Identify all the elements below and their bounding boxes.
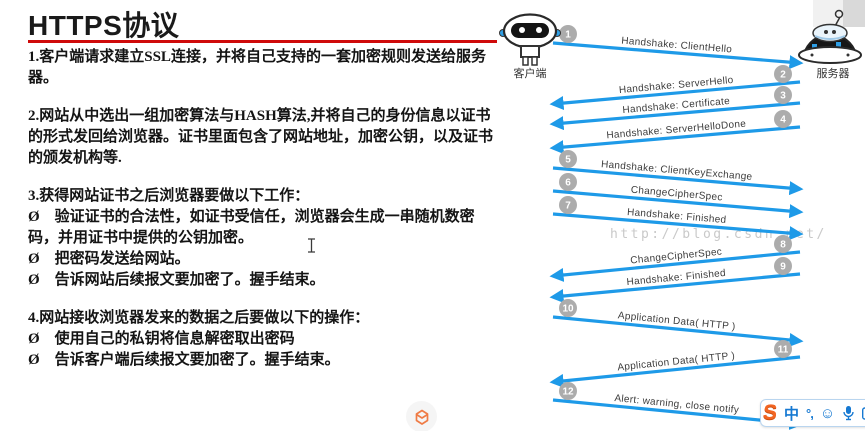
page-title: HTTPS协议 — [28, 10, 180, 41]
step-number: 1 — [565, 30, 571, 41]
message-arrow-2 — [549, 80, 801, 111]
message-arrow-1 — [552, 41, 804, 70]
text-line: 2.网站从中选出一组加密算法与HASH算法,并将自己的身份信息以证书的形式发回给… — [28, 108, 494, 166]
message-arrow-5 — [552, 166, 804, 196]
step-number: 3 — [780, 91, 786, 102]
microphone-icon[interactable] — [842, 405, 855, 421]
window-corner-gray — [843, 0, 865, 27]
text-line: 3.获得网站证书之后浏览器要做以下工作： — [28, 188, 310, 204]
paragraph: 4.网站接收浏览器发来的数据之后要做以下的操作： Ø 使用自己的私钥将信息解密取出… — [28, 308, 494, 371]
paragraph: 2.网站从中选出一组加密算法与HASH算法,并将自己的身份信息以证书的形式发回给… — [28, 106, 494, 169]
step-number: 8 — [780, 240, 786, 251]
step-number: 4 — [780, 115, 786, 126]
ime-language-mode-button[interactable]: 中 — [784, 405, 800, 423]
article-text: 1.客户端请求建立SSL连接，并将自己支持的一套加密规则发送给服务器。 2.网站从… — [28, 47, 494, 388]
step-number: 12 — [562, 387, 574, 398]
message-arrow-9 — [549, 272, 801, 304]
step-number: 9 — [780, 262, 786, 273]
step-number: 2 — [780, 70, 786, 81]
message-arrow-8 — [549, 250, 801, 282]
text-line: Ø 告诉客户端后续报文要加密了。握手结束。 — [28, 352, 340, 368]
step-badge — [559, 25, 577, 43]
emoji-button[interactable]: ☺ — [819, 404, 836, 422]
ime-toolbar: S 中 °, ☺ — [760, 399, 865, 427]
step-number: 6 — [565, 178, 571, 189]
step-badge — [559, 299, 577, 317]
message-arrow-10 — [552, 315, 804, 347]
step-badge — [559, 173, 577, 191]
text-line: Ø 验证证书的合法性，如证书受信任，浏览器会生成一串随机数密码，并用证书中提供的… — [28, 209, 475, 246]
sogou-logo-icon[interactable]: S — [761, 401, 779, 424]
title-divider — [28, 40, 497, 43]
step-badge — [559, 196, 577, 214]
step-badge — [774, 340, 792, 358]
text-line: 1.客户端请求建立SSL连接，并将自己支持的一套加密规则发送给服务器。 — [28, 49, 486, 86]
ime-punctuation-button[interactable]: °, — [806, 405, 814, 421]
floating-app-button[interactable] — [406, 401, 437, 431]
step-badge — [774, 110, 792, 128]
step-number: 5 — [565, 155, 571, 166]
text-line: 4.网站接收浏览器发来的数据之后要做以下的操作： — [28, 310, 370, 326]
step-badge — [774, 65, 792, 83]
text-line: Ø 告诉网站后续报文要加密了。握手结束。 — [28, 272, 325, 288]
text-line: Ø 把密码发送给网站。 — [28, 251, 190, 267]
message-arrow-11 — [549, 355, 801, 388]
step-number: 10 — [562, 304, 574, 315]
step-number: 7 — [565, 201, 571, 212]
message-arrow-3 — [549, 101, 801, 131]
cube-logo-icon — [415, 409, 428, 425]
message-arrow-7 — [552, 212, 804, 241]
step-badge — [559, 150, 577, 168]
client-label: 客户端 — [514, 66, 547, 80]
message-arrow-4 — [549, 125, 801, 155]
text-line: Ø 使用自己的私钥将信息解密取出密码 — [28, 331, 295, 347]
window-corner-light — [813, 0, 843, 27]
message-arrow-6 — [552, 189, 804, 219]
message-arrow-12 — [552, 398, 804, 430]
text-cursor-ibeam — [308, 238, 315, 253]
paragraph: 3.获得网站证书之后浏览器要做以下工作： Ø 验证证书的合法性，如证书受信任，浏览… — [28, 186, 494, 291]
server-label: 服务器 — [817, 67, 850, 80]
paragraph: 1.客户端请求建立SSL连接，并将自己支持的一套加密规则发送给服务器。 — [28, 47, 494, 89]
step-badge — [774, 235, 792, 253]
step-badge — [774, 86, 792, 104]
keyboard-icon[interactable] — [862, 406, 865, 420]
step-number: 11 — [778, 345, 789, 356]
step-badge — [559, 382, 577, 400]
step-badge — [774, 257, 792, 275]
client-icon — [499, 13, 561, 66]
server-icon — [798, 9, 862, 64]
